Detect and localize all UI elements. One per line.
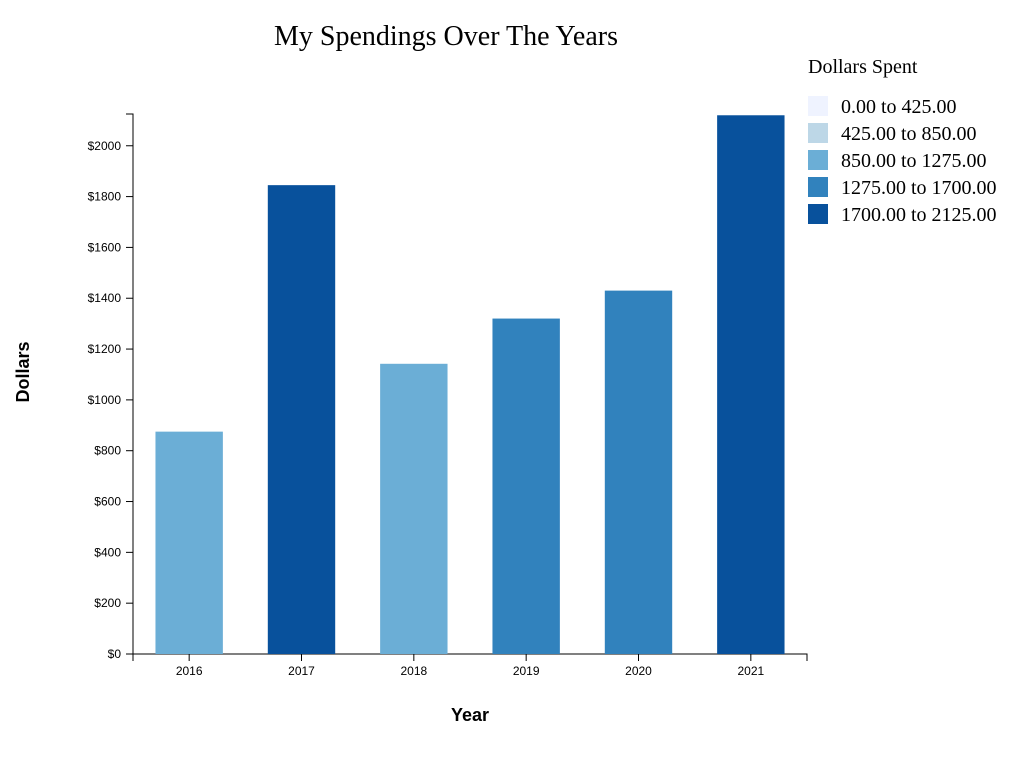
legend-swatch xyxy=(808,96,828,116)
y-axis: $0 $200 $400 $600 $800 $1000 $1200 $1400 $1600 $1… xyxy=(88,113,134,661)
legend-swatch xyxy=(808,150,828,170)
x-tick-label: 2020 xyxy=(625,664,652,678)
x-axis: 2016 2017 2018 2019 2020 2021 xyxy=(132,653,808,678)
x-axis-label: Year xyxy=(451,705,489,725)
legend-item-label: 850.00 to 1275.00 xyxy=(841,150,987,172)
x-tick-label: 2021 xyxy=(737,664,764,678)
y-axis-label: Dollars xyxy=(13,341,33,402)
bars xyxy=(155,115,785,655)
legend: Dollars Spent 0.00 to 425.00 425.00 to 85… xyxy=(808,56,997,226)
x-tick-label: 2017 xyxy=(288,664,315,678)
y-tick-label: $600 xyxy=(94,495,121,509)
y-tick-label: $1400 xyxy=(88,291,122,305)
legend-swatch xyxy=(808,123,828,143)
y-tick-label: $0 xyxy=(108,647,122,661)
legend-title: Dollars Spent xyxy=(808,56,918,78)
legend-item-label: 1700.00 to 2125.00 xyxy=(841,204,997,226)
y-tick-label: $1600 xyxy=(88,240,122,254)
bar-2019 xyxy=(492,318,560,654)
x-tick-label: 2016 xyxy=(176,664,203,678)
legend-item-label: 0.00 to 425.00 xyxy=(841,96,957,118)
chart-title: My Spendings Over The Years xyxy=(274,21,618,52)
y-tick-label: $1000 xyxy=(88,393,122,407)
legend-swatch xyxy=(808,177,828,197)
y-tick-label: $2000 xyxy=(88,139,122,153)
y-tick-label: $1200 xyxy=(88,342,122,356)
x-tick-label: 2019 xyxy=(513,664,540,678)
x-tick-label: 2018 xyxy=(400,664,427,678)
x-axis-line xyxy=(132,653,808,661)
y-tick-label: $400 xyxy=(94,545,121,559)
legend-item-label: 425.00 to 850.00 xyxy=(841,123,977,145)
legend-item-label: 1275.00 to 1700.00 xyxy=(841,177,997,199)
y-tick-label: $800 xyxy=(94,444,121,458)
bar-2021 xyxy=(717,115,785,655)
y-tick-label: $1800 xyxy=(88,190,122,204)
bar-2016 xyxy=(155,431,223,654)
bar-2020 xyxy=(604,290,673,654)
y-axis-line xyxy=(126,113,134,655)
bar-2017 xyxy=(267,185,336,654)
bar-2018 xyxy=(380,363,448,654)
y-tick-label: $200 xyxy=(94,596,121,610)
legend-swatch xyxy=(808,204,828,224)
